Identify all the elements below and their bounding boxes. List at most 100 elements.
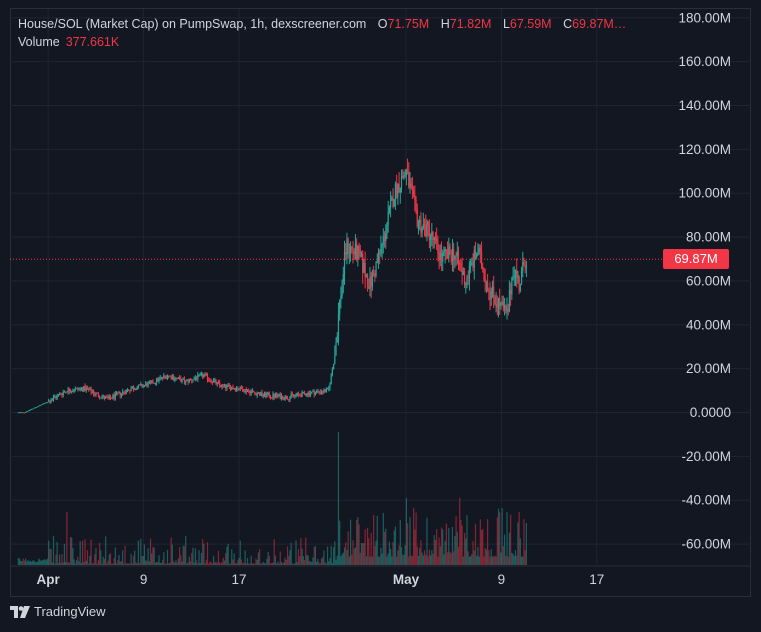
candle-body — [370, 276, 372, 287]
volume-bar — [232, 559, 234, 565]
volume-bar — [398, 545, 400, 565]
volume-bar — [27, 560, 29, 565]
candle-body — [124, 392, 126, 394]
candle-body — [369, 276, 371, 289]
volume-bar — [513, 555, 515, 565]
volume-bar — [380, 547, 382, 565]
candle-body — [98, 396, 101, 398]
volume-bar — [259, 549, 261, 565]
candle-body — [286, 398, 289, 400]
candle-body — [451, 248, 454, 262]
candle-body — [511, 278, 513, 295]
chart-frame[interactable] — [10, 8, 751, 597]
candle-body — [17, 412, 19, 414]
volume-bar — [326, 546, 329, 565]
candle-body — [46, 402, 49, 403]
last-price-tag: 69.87M — [663, 249, 729, 269]
volume-bar — [496, 517, 498, 565]
volume-bar — [174, 562, 176, 565]
volume-bar — [330, 546, 332, 565]
candle-body — [425, 224, 427, 237]
candle-body — [151, 380, 153, 382]
candle-body — [39, 405, 41, 406]
candle-body — [79, 388, 81, 390]
candle-body — [56, 395, 58, 398]
volume-bar — [94, 554, 96, 565]
candle-body — [74, 388, 76, 391]
volume-bar — [236, 563, 238, 565]
candle-body — [21, 412, 23, 414]
volume-bar — [523, 519, 525, 565]
candle-body — [208, 379, 210, 381]
candle-body — [179, 377, 181, 379]
candle-body — [268, 393, 270, 397]
candle-body — [428, 226, 430, 240]
volume-bar — [139, 563, 141, 565]
candle-body — [269, 396, 272, 398]
candle-body — [189, 379, 192, 381]
volume-bar — [511, 552, 513, 565]
candle-body — [92, 392, 95, 395]
volume-bar — [371, 556, 374, 565]
volume-bar — [49, 549, 51, 565]
volume-bar — [348, 556, 350, 565]
volume-bar — [109, 553, 112, 565]
candle-body — [302, 391, 304, 393]
volume-bar — [337, 432, 340, 565]
candle-body — [233, 388, 235, 390]
candle-body — [95, 392, 97, 395]
candle-body — [413, 190, 415, 195]
candle-body — [386, 224, 388, 234]
candle-body — [488, 290, 490, 292]
candle-body — [500, 303, 502, 307]
candle-body — [80, 388, 83, 389]
volume-bars — [17, 432, 528, 565]
y-tick-label: 140.00M — [678, 98, 731, 113]
candle-body — [482, 267, 484, 269]
candle-body — [249, 391, 251, 394]
candle-body — [512, 276, 514, 279]
candle-body — [105, 396, 107, 399]
volume-bar — [381, 553, 383, 565]
candle-body — [25, 412, 27, 413]
candle-body — [479, 248, 481, 252]
candle-body — [357, 246, 359, 260]
candle-body — [234, 388, 236, 391]
candle-body — [96, 392, 98, 394]
candle-body — [449, 246, 451, 255]
tradingview-attribution[interactable]: TradingView — [10, 604, 106, 619]
candle-body — [368, 286, 370, 289]
candle-body — [117, 392, 119, 394]
candle-body — [334, 355, 336, 364]
volume-bar — [159, 562, 161, 565]
candle-body — [34, 407, 36, 409]
candle-body — [280, 395, 283, 399]
volume-bar — [228, 563, 230, 565]
candle-body — [301, 392, 303, 397]
candle-body — [228, 385, 230, 387]
volume-bar — [32, 560, 34, 565]
volume-bar — [403, 554, 405, 565]
candle-body — [444, 249, 446, 252]
volume-bar — [137, 540, 139, 565]
candle-body — [360, 253, 363, 257]
volume-bar — [37, 561, 39, 565]
candle-body — [103, 395, 106, 399]
volume-bar — [463, 532, 466, 565]
volume-bar — [446, 552, 449, 565]
candle-body — [433, 237, 435, 241]
volume-bar — [318, 562, 320, 565]
volume-bar — [102, 556, 104, 565]
candle-body — [342, 274, 344, 283]
volume-bar — [149, 538, 152, 565]
volume-bar — [28, 561, 30, 565]
candle-body — [522, 261, 524, 271]
candle-body — [351, 246, 353, 249]
volume-bar — [427, 556, 429, 565]
volume-bar — [499, 512, 501, 565]
volume-bar — [383, 531, 386, 565]
candle-body — [306, 394, 308, 396]
high-value: 71.82M — [449, 17, 492, 31]
candle-body — [493, 286, 495, 297]
